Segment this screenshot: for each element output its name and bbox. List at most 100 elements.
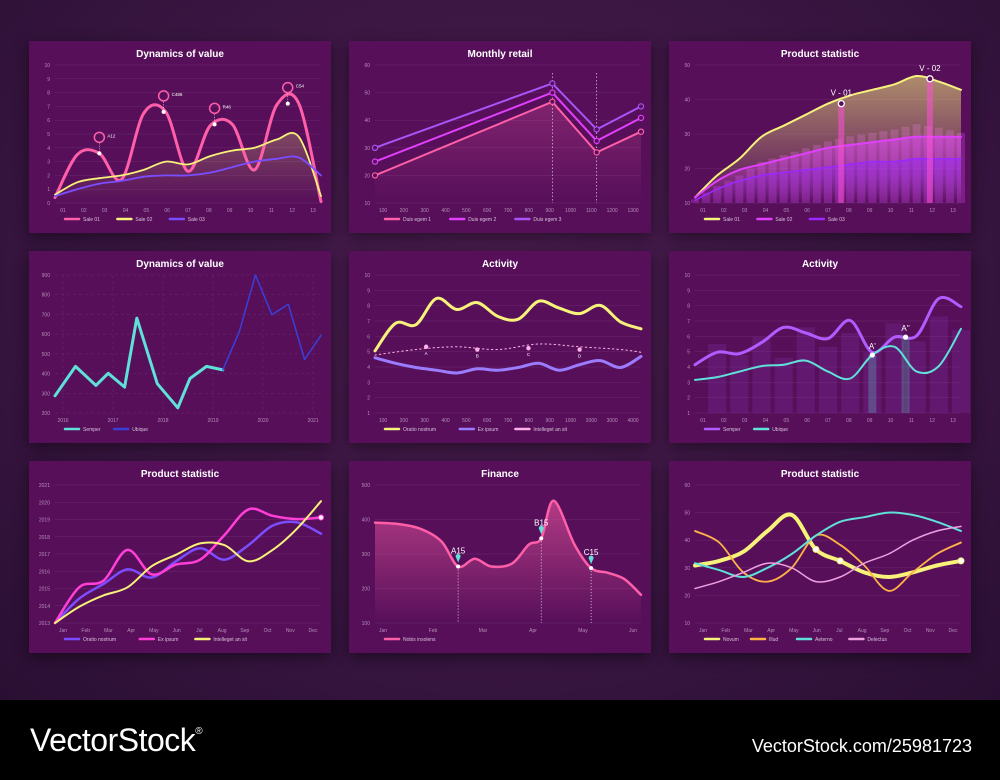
legend-label: Duis egem 3 — [533, 217, 561, 223]
x-tick-label: 700 — [504, 418, 513, 424]
chart-title: Product statistic — [780, 49, 860, 60]
x-tick-label: 12 — [929, 208, 935, 214]
x-tick-label: Sep — [240, 628, 249, 634]
y-tick-label: 300 — [362, 552, 371, 558]
x-tick-label: 02 — [721, 418, 727, 424]
x-tick-label: Jan — [379, 628, 387, 634]
y-tick-label: 500 — [42, 352, 51, 358]
location-pin-icon — [93, 131, 106, 144]
y-tick-label: 8 — [687, 304, 690, 310]
background-bar — [952, 330, 970, 413]
y-tick-label: 10 — [44, 63, 50, 69]
x-tick-label: 01 — [60, 208, 66, 214]
x-tick-label: 2017 — [107, 418, 118, 424]
data-point — [371, 144, 379, 152]
x-tick-label: 400 — [441, 418, 450, 424]
x-tick-label: 05 — [784, 208, 790, 214]
location-pin-icon — [208, 102, 221, 115]
legend-label: Ex ipsum — [478, 427, 499, 433]
y-tick-label: 60 — [684, 483, 690, 489]
y-tick-label: 60 — [364, 63, 370, 69]
series-area — [375, 500, 641, 623]
x-tick-label: May — [578, 628, 588, 634]
x-tick-label: 400 — [441, 208, 450, 214]
y-tick-label: 2021 — [39, 483, 50, 489]
series-line — [373, 354, 643, 375]
y-tick-label: 10 — [684, 201, 690, 207]
x-tick-label: Apr — [529, 628, 537, 634]
x-tick-label: Aug — [218, 628, 227, 634]
marker-label: V - 02 — [919, 64, 941, 73]
y-tick-label: 10 — [684, 621, 690, 627]
data-point — [637, 128, 645, 135]
x-tick-label: 11 — [909, 418, 914, 424]
x-tick-label: 100 — [379, 418, 388, 424]
background-bar — [708, 344, 727, 413]
x-tick-label: 09 — [227, 208, 233, 214]
y-tick-label: 40 — [684, 98, 690, 104]
series-line — [373, 499, 643, 597]
x-tick-label: 07 — [825, 418, 831, 424]
data-point — [423, 344, 429, 349]
x-tick-label: 13 — [950, 208, 956, 214]
data-point — [97, 151, 102, 156]
y-tick-label: 1 — [47, 187, 50, 193]
x-tick-label: 700 — [504, 208, 513, 214]
background-bar — [752, 337, 771, 413]
x-tick-label: Sep — [880, 628, 889, 634]
series-line — [374, 82, 642, 149]
x-tick-label: 800 — [525, 418, 534, 424]
x-tick-label: 200 — [400, 208, 409, 214]
x-tick-label: May — [789, 628, 799, 634]
y-tick-label: 3 — [687, 380, 690, 386]
watermark-image-id: VectorStock.com/25981723 — [751, 736, 972, 756]
legend-label: Duis egem 1 — [403, 217, 431, 223]
chart-panel-product-statistic-3: Product statistic 60 50 40 30 20 10 Jan Feb Mar A… — [669, 461, 971, 653]
data-point — [837, 99, 845, 108]
data-point — [371, 172, 379, 179]
x-tick-label: 06 — [804, 208, 810, 214]
series-line — [54, 132, 322, 197]
legend-label: Nobis insolens — [403, 637, 436, 643]
y-tick-label: 400 — [362, 518, 371, 524]
y-tick-label: 5 — [367, 350, 370, 356]
data-point — [589, 566, 594, 571]
chart-title: Monthly retail — [467, 49, 533, 60]
chart-panel-finance: Finance 500 400 300 200 100 Jan Feb Mar Apr May Ju… — [349, 461, 651, 653]
y-tick-label: 10 — [364, 273, 370, 279]
series-line — [694, 530, 962, 592]
x-tick-label: 2020 — [257, 418, 268, 424]
y-tick-label: 9 — [367, 288, 370, 294]
x-tick-label: 07 — [185, 208, 191, 214]
marker-label: A — [425, 351, 428, 356]
x-tick-label: Apr — [127, 628, 135, 634]
data-point — [549, 98, 556, 106]
chart-title: Dynamics of value — [136, 49, 224, 60]
x-tick-label: 4000 — [627, 418, 638, 424]
x-tick-label: 04 — [763, 418, 769, 424]
marker-label: A' — [869, 342, 876, 351]
data-point — [526, 345, 531, 351]
chart-svg: 60 50 40 30 20 10 Jan Feb Mar Apr May Jun Jul Aug Sep O… — [684, 483, 965, 643]
y-tick-label: 4 — [687, 365, 690, 371]
x-tick-label: Apr — [767, 628, 775, 634]
chart-panel-product-statistic-1: Product statistic 50 40 30 20 10 01 02 03 04 05 06… — [669, 41, 971, 233]
x-tick-label: 300 — [420, 208, 429, 214]
x-tick-label: 1300 — [627, 208, 638, 214]
legend-label: Semper — [83, 427, 101, 433]
series-area — [375, 101, 641, 203]
x-tick-label: 07 — [825, 208, 831, 214]
series-line — [694, 157, 962, 201]
location-pin-icon — [455, 554, 461, 563]
chart-panel-activity-1: Activity 10 9 8 7 6 5 4 3 2 1 100 200 300 400 500 600 70… — [349, 251, 651, 443]
x-tick-label: 06 — [804, 418, 810, 424]
y-tick-label: 200 — [42, 411, 51, 417]
marker-label: D — [578, 354, 582, 359]
x-tick-label: 09 — [867, 418, 873, 424]
legend-label: Ex ipsum — [158, 637, 179, 643]
y-tick-label: 8 — [47, 91, 50, 97]
x-tick-label: Jul — [836, 628, 842, 634]
x-tick-label: 08 — [846, 208, 852, 214]
y-tick-label: 10 — [684, 273, 690, 279]
